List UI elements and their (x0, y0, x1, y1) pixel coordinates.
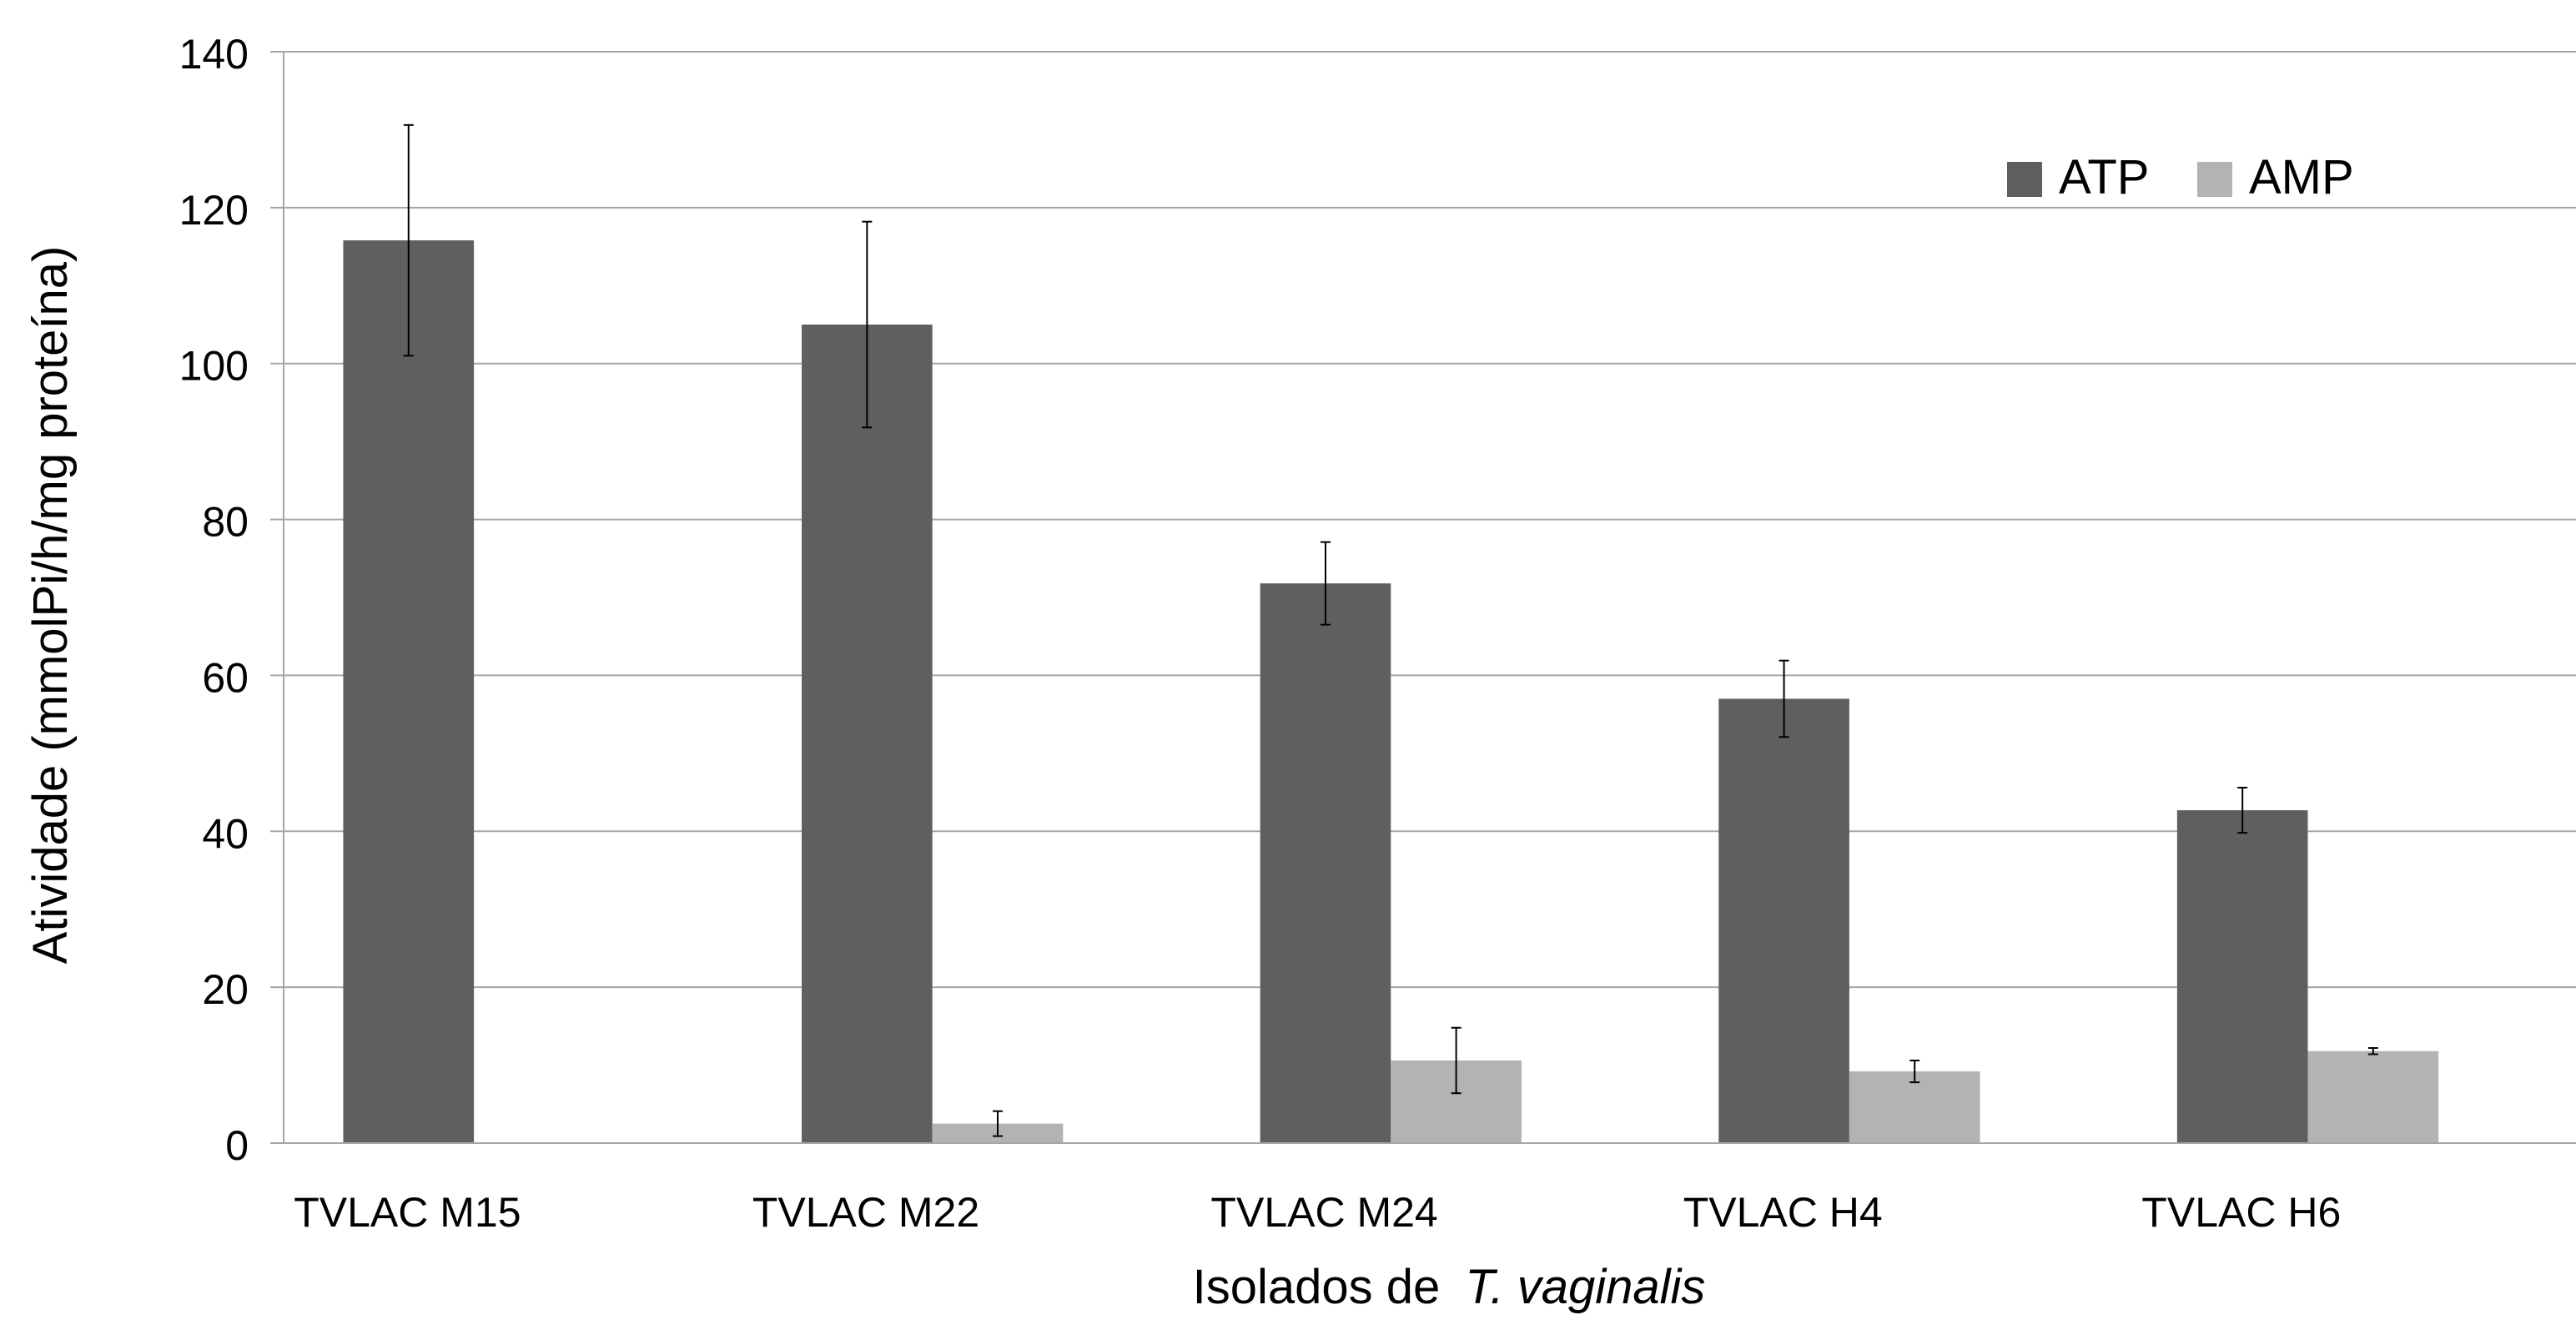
axes (270, 51, 2576, 1144)
gridlines (284, 51, 2576, 989)
y-tick-label: 20 (202, 966, 249, 1013)
legend-label-atp: ATP (2059, 150, 2150, 204)
y-tick-label: 120 (179, 187, 249, 234)
bar-atp (2176, 810, 2308, 1143)
bar-atp (1260, 583, 1391, 1143)
x-tick-label: TVLAC M22 (752, 1189, 979, 1236)
bar-atp (1718, 698, 1849, 1143)
x-tick-label: TVLAC M24 (1210, 1189, 1437, 1236)
y-axis-label: Atividade (mmolPi/h/mg proteína) (23, 246, 78, 965)
x-axis-label-italic: T. vaginalis (1465, 1260, 1705, 1314)
bar-amp (1849, 1071, 1980, 1143)
x-axis-label-text: Isolados de (1193, 1260, 1441, 1314)
legend-swatch-atp (2007, 162, 2042, 197)
bar-atp (802, 325, 933, 1143)
bar-atp (343, 240, 475, 1143)
y-tick-label: 80 (202, 499, 249, 546)
legend: ATP AMP (2007, 150, 2354, 204)
y-tick-label: 40 (202, 810, 249, 857)
y-tick-label: 60 (202, 654, 249, 701)
x-axis-label: Isolados de T. vaginalis (1193, 1260, 1706, 1314)
y-tick-labels: 0 20 40 60 80 100 120 140 (179, 31, 249, 1169)
y-tick-label: 100 (179, 343, 249, 390)
bar-amp (2307, 1050, 2439, 1143)
y-tick-label: 0 (225, 1122, 249, 1169)
x-tick-label: TVLAC M15 (294, 1189, 521, 1236)
bars (343, 240, 2439, 1143)
x-tick-labels: TVLAC M15 TVLAC M22 TVLAC M24 TVLAC H4 TVLAC… (294, 1189, 2341, 1236)
y-tick-label: 140 (179, 31, 249, 78)
legend-label-amp: AMP (2249, 150, 2354, 204)
x-tick-label: TVLAC H4 (1683, 1189, 1883, 1236)
x-tick-label: TVLAC H6 (2141, 1189, 2341, 1236)
legend-swatch-amp (2197, 162, 2232, 197)
error-bars (403, 123, 2378, 1137)
